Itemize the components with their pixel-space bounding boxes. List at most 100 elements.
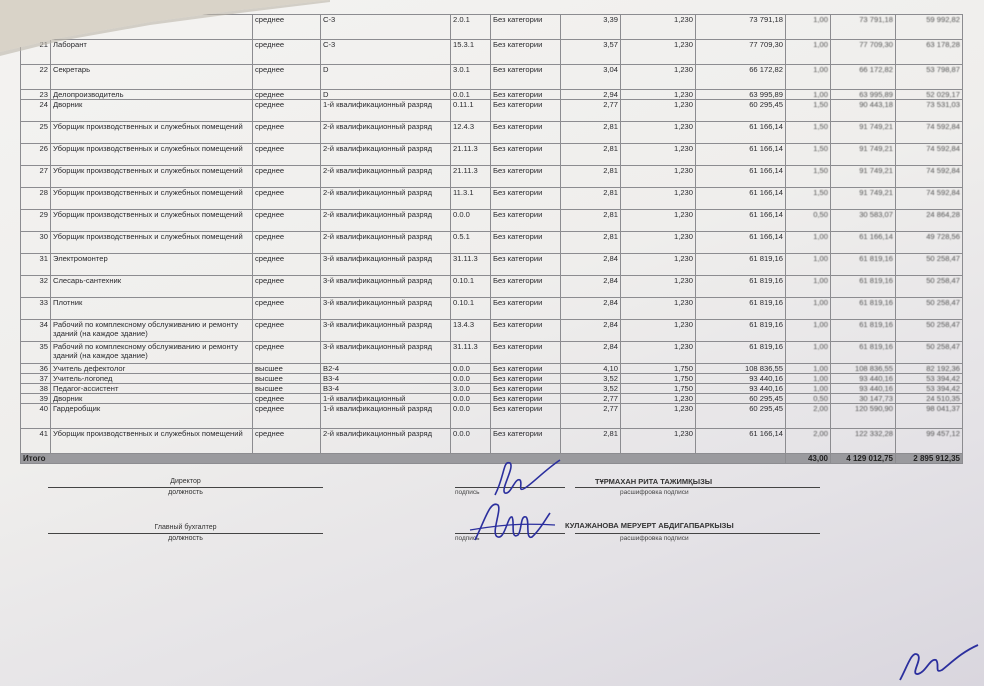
coefficient-cell: 2,81 bbox=[560, 428, 621, 454]
row-number-cell: 40 bbox=[20, 403, 51, 429]
category-cell: Без категории bbox=[490, 373, 561, 384]
total-row: Итого 43,00 4 129 012,75 2 895 912,35 bbox=[20, 453, 963, 464]
qualification-category-cell: 3-й квалификационный разряд bbox=[320, 319, 451, 342]
qualification-category-cell: 2-й квалификационный разряд bbox=[320, 143, 451, 166]
multiplier-cell: 1,230 bbox=[620, 297, 696, 320]
position-name-cell: Уборщик производственных и служебных пом… bbox=[50, 143, 253, 166]
category-cell: Без категории bbox=[490, 403, 561, 429]
table-row: 20 Инженер среднее С-3 2.0.1 Без категории 3,3… bbox=[20, 14, 963, 40]
coefficient-cell: 3,04 bbox=[560, 64, 621, 90]
coefficient-cell: 3,57 bbox=[560, 39, 621, 65]
education-cell: среднее bbox=[252, 393, 321, 404]
base-salary-cell: 66 172,82 bbox=[695, 64, 786, 90]
rate-salary-cell: 108 836,55 bbox=[830, 363, 896, 374]
qualification-category-cell: С-3 bbox=[320, 14, 451, 40]
row-number-cell: 34 bbox=[20, 319, 51, 342]
code-cell: 12.4.3 bbox=[450, 121, 491, 144]
education-cell: высшее bbox=[252, 383, 321, 394]
coefficient-cell: 2,81 bbox=[560, 165, 621, 188]
rate-salary-cell: 91 749,21 bbox=[830, 165, 896, 188]
base-salary-cell: 63 995,89 bbox=[695, 89, 786, 100]
qualification-category-cell: В3-4 bbox=[320, 373, 451, 384]
director-name: ТҰРМАХАН РИТА ТАЖИМҚЫЗЫ bbox=[595, 477, 713, 486]
rate-salary-cell: 91 749,21 bbox=[830, 187, 896, 210]
coefficient-cell: 2,81 bbox=[560, 143, 621, 166]
net-salary-cell: 49 728,56 bbox=[895, 231, 963, 254]
position-name-cell: Уборщик производственных и служебных пом… bbox=[50, 165, 253, 188]
position-name-cell: Слесарь-сантехник bbox=[50, 275, 253, 298]
net-salary-cell: 63 178,28 bbox=[895, 39, 963, 65]
director-position-caption: должность bbox=[168, 489, 203, 496]
position-name-cell: Учитель-логопед bbox=[50, 373, 253, 384]
education-cell: среднее bbox=[252, 428, 321, 454]
education-cell: среднее bbox=[252, 39, 321, 65]
coefficient-cell: 2,94 bbox=[560, 89, 621, 100]
code-cell: 3.0.1 bbox=[450, 64, 491, 90]
code-cell: 21.11.3 bbox=[450, 143, 491, 166]
director-name-line bbox=[575, 487, 820, 488]
qualification-category-cell: 1-й квалификационный разряд bbox=[320, 99, 451, 122]
qualification-category-cell: 3-й квалификационный разряд bbox=[320, 297, 451, 320]
coefficient-cell: 2,84 bbox=[560, 275, 621, 298]
rate-salary-cell: 61 819,16 bbox=[830, 253, 896, 276]
qualification-category-cell: 1-й квалификационный разряд bbox=[320, 403, 451, 429]
row-number-cell: 38 bbox=[20, 383, 51, 394]
code-cell: 0.0.0 bbox=[450, 209, 491, 232]
staff-rate-cell: 1,00 bbox=[785, 231, 831, 254]
row-number-cell: 27 bbox=[20, 165, 51, 188]
multiplier-cell: 1,230 bbox=[620, 403, 696, 429]
net-salary-cell: 50 258,47 bbox=[895, 275, 963, 298]
table-row: 39 Дворник среднее 1-й квалификационный 0.0.… bbox=[20, 393, 963, 404]
coefficient-cell: 2,84 bbox=[560, 319, 621, 342]
code-cell: 2.0.1 bbox=[450, 14, 491, 40]
qualification-category-cell: 2-й квалификационный разряд bbox=[320, 209, 451, 232]
qualification-category-cell: 3-й квалификационный разряд bbox=[320, 275, 451, 298]
table-row: 41 Уборщик производственных и служебных п… bbox=[20, 428, 963, 454]
education-cell: высшее bbox=[252, 363, 321, 374]
category-cell: Без категории bbox=[490, 14, 561, 40]
staff-rate-cell: 0,50 bbox=[785, 209, 831, 232]
qualification-category-cell: 2-й квалификационный разряд bbox=[320, 187, 451, 210]
base-salary-cell: 60 295,45 bbox=[695, 403, 786, 429]
table-row: 38 Педагог-ассистент высшее В3-4 3.0.0 Без ка… bbox=[20, 383, 963, 394]
code-cell: 31.11.3 bbox=[450, 253, 491, 276]
category-cell: Без категории bbox=[490, 253, 561, 276]
code-cell: 0.0.0 bbox=[450, 428, 491, 454]
code-cell: 0.10.1 bbox=[450, 297, 491, 320]
category-cell: Без категории bbox=[490, 89, 561, 100]
staff-rate-cell: 1,00 bbox=[785, 383, 831, 394]
table-row: 30 Уборщик производственных и служебных п… bbox=[20, 231, 963, 254]
staff-rate-cell: 1,00 bbox=[785, 253, 831, 276]
category-cell: Без категории bbox=[490, 383, 561, 394]
row-number-cell: 31 bbox=[20, 253, 51, 276]
position-name-cell: Секретарь bbox=[50, 64, 253, 90]
coefficient-cell: 2,81 bbox=[560, 209, 621, 232]
net-salary-cell: 50 258,47 bbox=[895, 253, 963, 276]
row-number-cell: 22 bbox=[20, 64, 51, 90]
education-cell: среднее bbox=[252, 187, 321, 210]
rate-salary-cell: 30 583,07 bbox=[830, 209, 896, 232]
base-salary-cell: 108 836,55 bbox=[695, 363, 786, 374]
accountant-position: Главный бухгалтер bbox=[154, 524, 217, 531]
net-salary-cell: 24 510,35 bbox=[895, 393, 963, 404]
category-cell: Без категории bbox=[490, 187, 561, 210]
accountant-position-caption: должность bbox=[168, 535, 203, 542]
base-salary-cell: 61 166,14 bbox=[695, 187, 786, 210]
code-cell: 0.0.0 bbox=[450, 393, 491, 404]
table-row: 25 Уборщик производственных и служебных п… bbox=[20, 121, 963, 144]
table-row: 34 Рабочий по комплексному обслуживанию и… bbox=[20, 319, 963, 342]
multiplier-cell: 1,230 bbox=[620, 143, 696, 166]
multiplier-cell: 1,230 bbox=[620, 209, 696, 232]
row-number-cell: 25 bbox=[20, 121, 51, 144]
category-cell: Без категории bbox=[490, 231, 561, 254]
row-number-cell: 39 bbox=[20, 393, 51, 404]
table-row: 40 Гардеробщик среднее 1-й квалификационный… bbox=[20, 403, 963, 429]
qualification-category-cell: 2-й квалификационный разряд bbox=[320, 231, 451, 254]
table-row: 33 Плотник среднее 3-й квалификационный раз… bbox=[20, 297, 963, 320]
position-name-cell: Гардеробщик bbox=[50, 403, 253, 429]
row-number-cell: 26 bbox=[20, 143, 51, 166]
staff-rate-cell: 1,50 bbox=[785, 187, 831, 210]
education-cell: среднее bbox=[252, 143, 321, 166]
base-salary-cell: 61 819,16 bbox=[695, 341, 786, 364]
qualification-category-cell: D bbox=[320, 89, 451, 100]
